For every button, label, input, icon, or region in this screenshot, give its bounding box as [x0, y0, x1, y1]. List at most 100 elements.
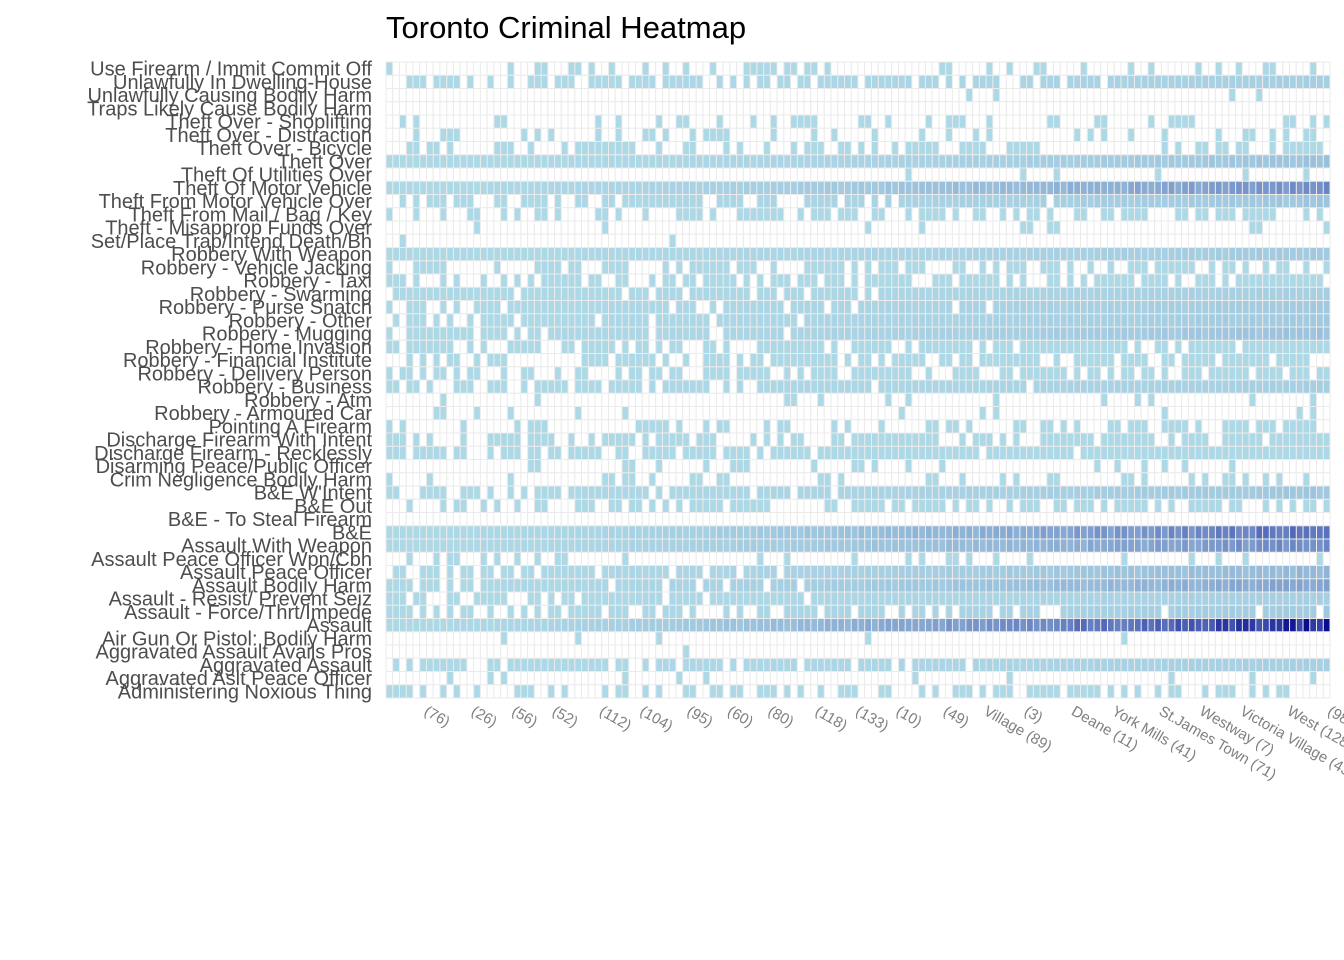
grid-cell	[911, 88, 920, 103]
grid-cell	[628, 220, 636, 235]
grid-cell	[554, 141, 562, 156]
grid-cell	[918, 114, 926, 129]
grid-cell	[439, 88, 448, 103]
grid-cell	[1154, 141, 1162, 156]
grid-cell	[398, 485, 407, 500]
grid-cell	[500, 300, 508, 315]
grid-cell	[695, 141, 704, 156]
grid-cell	[1316, 472, 1324, 487]
grid-cell	[749, 88, 758, 103]
grid-cell	[702, 207, 711, 222]
grid-cell	[958, 233, 967, 248]
grid-cell	[1221, 101, 1230, 116]
grid-cell	[965, 61, 974, 76]
grid-cell	[951, 88, 960, 103]
grid-cell	[1181, 339, 1189, 354]
grid-cell	[857, 233, 866, 248]
grid-cell	[715, 101, 724, 116]
grid-cell	[398, 313, 407, 328]
grid-cell	[1026, 459, 1034, 474]
grid-cell	[493, 392, 502, 407]
grid-cell	[951, 61, 960, 76]
grid-cell	[803, 88, 812, 103]
grid-cell	[992, 127, 1001, 142]
grid-cell	[688, 233, 697, 248]
grid-cell	[945, 459, 953, 474]
grid-cell	[958, 167, 967, 182]
grid-cell	[385, 459, 394, 474]
grid-cell	[1073, 406, 1082, 421]
grid-cell	[695, 101, 704, 116]
grid-cell	[419, 167, 427, 182]
grid-cell	[877, 114, 886, 129]
grid-cell	[1046, 167, 1055, 182]
grid-cell	[729, 61, 738, 76]
grid-cell	[392, 472, 400, 487]
grid-cell	[486, 220, 495, 235]
grid-cell	[425, 207, 434, 222]
grid-cell	[479, 366, 488, 381]
grid-cell	[722, 88, 731, 103]
grid-cell	[891, 101, 899, 116]
grid-cell	[864, 101, 872, 116]
grid-cell	[1235, 512, 1243, 527]
grid-cell	[1248, 498, 1257, 513]
grid-cell	[742, 167, 751, 182]
grid-cell	[513, 392, 522, 407]
grid-cell	[1187, 167, 1196, 182]
grid-cell	[634, 233, 643, 248]
grid-cell	[749, 167, 758, 182]
grid-cell	[958, 61, 967, 76]
grid-cell	[1214, 273, 1223, 288]
grid-cell	[1255, 472, 1264, 487]
grid-cell	[661, 114, 670, 129]
grid-cell	[1221, 127, 1230, 142]
grid-cell	[425, 88, 434, 103]
grid-cell	[567, 101, 576, 116]
grid-cell	[412, 233, 421, 248]
grid-cell	[897, 114, 906, 129]
grid-cell	[729, 406, 738, 421]
grid-cell	[783, 300, 792, 315]
grid-cell	[661, 366, 670, 381]
grid-cell	[736, 74, 744, 89]
grid-cell	[891, 220, 899, 235]
grid-cell	[945, 432, 953, 447]
grid-cell	[1032, 260, 1041, 275]
grid-cell	[736, 472, 744, 487]
grid-cell	[1322, 419, 1331, 434]
grid-cell	[459, 61, 468, 76]
grid-cell	[560, 392, 569, 407]
grid-cell	[1026, 432, 1034, 447]
grid-cell	[500, 512, 508, 527]
grid-cell	[1032, 432, 1041, 447]
grid-cell	[790, 88, 798, 103]
grid-cell	[459, 74, 468, 89]
grid-cell	[574, 339, 583, 354]
grid-cell	[634, 392, 643, 407]
grid-cell	[452, 61, 461, 76]
grid-cell	[587, 167, 596, 182]
grid-cell	[844, 273, 852, 288]
grid-cell	[715, 379, 724, 394]
grid-cell	[608, 101, 616, 116]
grid-cell	[1106, 61, 1115, 76]
grid-cell	[796, 392, 805, 407]
grid-cell	[641, 101, 650, 116]
grid-cell	[891, 88, 899, 103]
grid-cell	[425, 220, 434, 235]
grid-cell	[675, 233, 684, 248]
grid-cell	[452, 472, 461, 487]
grid-cell	[938, 392, 947, 407]
grid-cell	[621, 419, 630, 434]
grid-cell	[520, 88, 529, 103]
grid-cell	[1080, 127, 1088, 142]
grid-cell	[567, 141, 576, 156]
grid-cell	[1194, 220, 1203, 235]
grid-cell	[560, 485, 569, 500]
grid-cell	[594, 512, 603, 527]
grid-cell	[1167, 61, 1176, 76]
grid-cell	[385, 286, 394, 301]
grid-cell	[1005, 127, 1014, 142]
grid-cell	[897, 207, 906, 222]
